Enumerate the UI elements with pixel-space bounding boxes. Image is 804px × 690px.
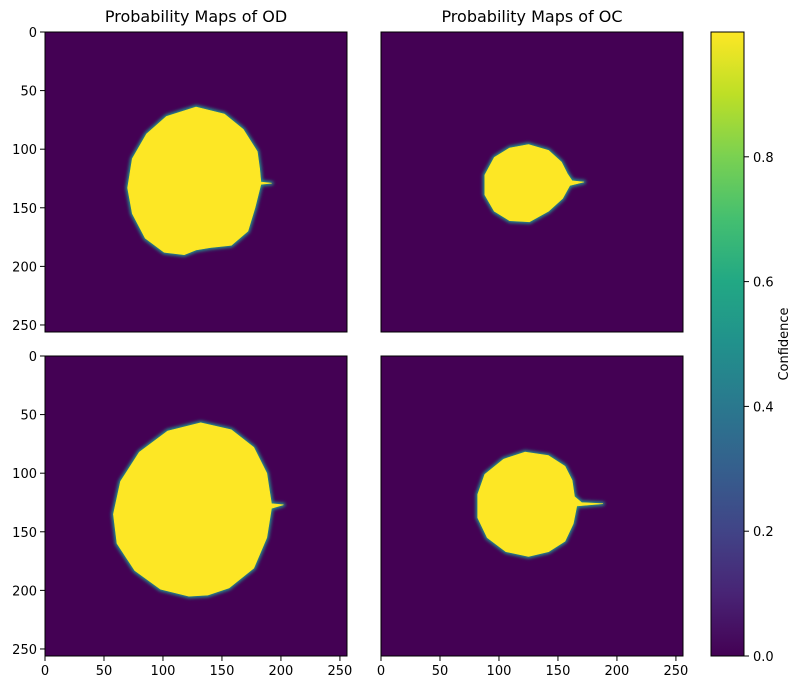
x-tick-label: 0	[41, 664, 49, 679]
y-tick-label: 100	[12, 143, 37, 158]
y-tick-label: 200	[12, 584, 37, 599]
colorbar-tick-label: 0.2	[753, 525, 774, 540]
axes-frame	[44, 355, 348, 657]
heatmap-panels: 0 50 100 150 200 250 0 50 100 150 200 250 0 50 100 150 2…	[12, 26, 688, 679]
y-tick-label: 50	[20, 85, 37, 100]
axes-frame	[380, 355, 684, 657]
y-tick-label: 250	[12, 319, 37, 334]
x-tick-label: 0	[377, 664, 385, 679]
heatmap-panel-od-row1: 0 50 100 150 200 250	[12, 26, 348, 334]
panel-title-oc: Probability Maps of OC	[441, 7, 622, 26]
probability-region	[125, 105, 274, 257]
y-tick-label: 250	[12, 643, 37, 658]
heatmap-panel-oc-row1	[380, 31, 684, 333]
colorbar-tick-label: 0.0	[753, 650, 774, 665]
axes-frame	[44, 31, 348, 333]
x-tick-label: 100	[151, 664, 176, 679]
x-tick-label: 50	[96, 664, 113, 679]
x-tick-label: 150	[210, 664, 235, 679]
axes-frame	[380, 31, 684, 333]
x-tick-label: 250	[328, 664, 353, 679]
y-tick-label: 100	[12, 467, 37, 482]
y-tick-label: 200	[12, 260, 37, 275]
colorbar: 0.0 0.2 0.4 0.6 0.8 Confidence	[710, 31, 792, 665]
colorbar-gradient	[710, 31, 745, 657]
x-tick-label: 200	[605, 664, 630, 679]
colorbar-ticks: 0.0 0.2 0.4 0.6 0.8	[744, 151, 774, 665]
probability-core	[477, 451, 604, 557]
colorbar-tick-label: 0.4	[753, 400, 774, 415]
probability-core	[484, 144, 585, 223]
y-tick-label: 150	[12, 526, 37, 541]
x-tick-label: 50	[432, 664, 449, 679]
probability-core	[113, 422, 284, 597]
y-tick-label: 50	[20, 409, 37, 424]
y-tick-label: 0	[29, 350, 37, 365]
panel-title-od: Probability Maps of OD	[105, 7, 287, 26]
x-tick-label: 100	[487, 664, 512, 679]
probability-region	[475, 450, 605, 559]
x-tick-label: 150	[546, 664, 571, 679]
probability-region	[111, 420, 286, 599]
colorbar-tick-label: 0.6	[753, 276, 774, 291]
y-tick-label: 0	[29, 26, 37, 41]
heatmap-panel-oc-row2: 0 50 100 150 200 250	[377, 355, 689, 679]
colorbar-label: Confidence	[777, 307, 792, 380]
x-tick-label: 200	[269, 664, 294, 679]
x-tick-label: 250	[664, 664, 689, 679]
y-tick-label: 150	[12, 202, 37, 217]
heatmap-panel-od-row2: 0 50 100 150 200 250 0 50 100 150 200 250	[12, 350, 352, 679]
probability-region	[482, 142, 586, 224]
probability-core	[127, 106, 272, 255]
colorbar-tick-label: 0.8	[753, 151, 774, 166]
